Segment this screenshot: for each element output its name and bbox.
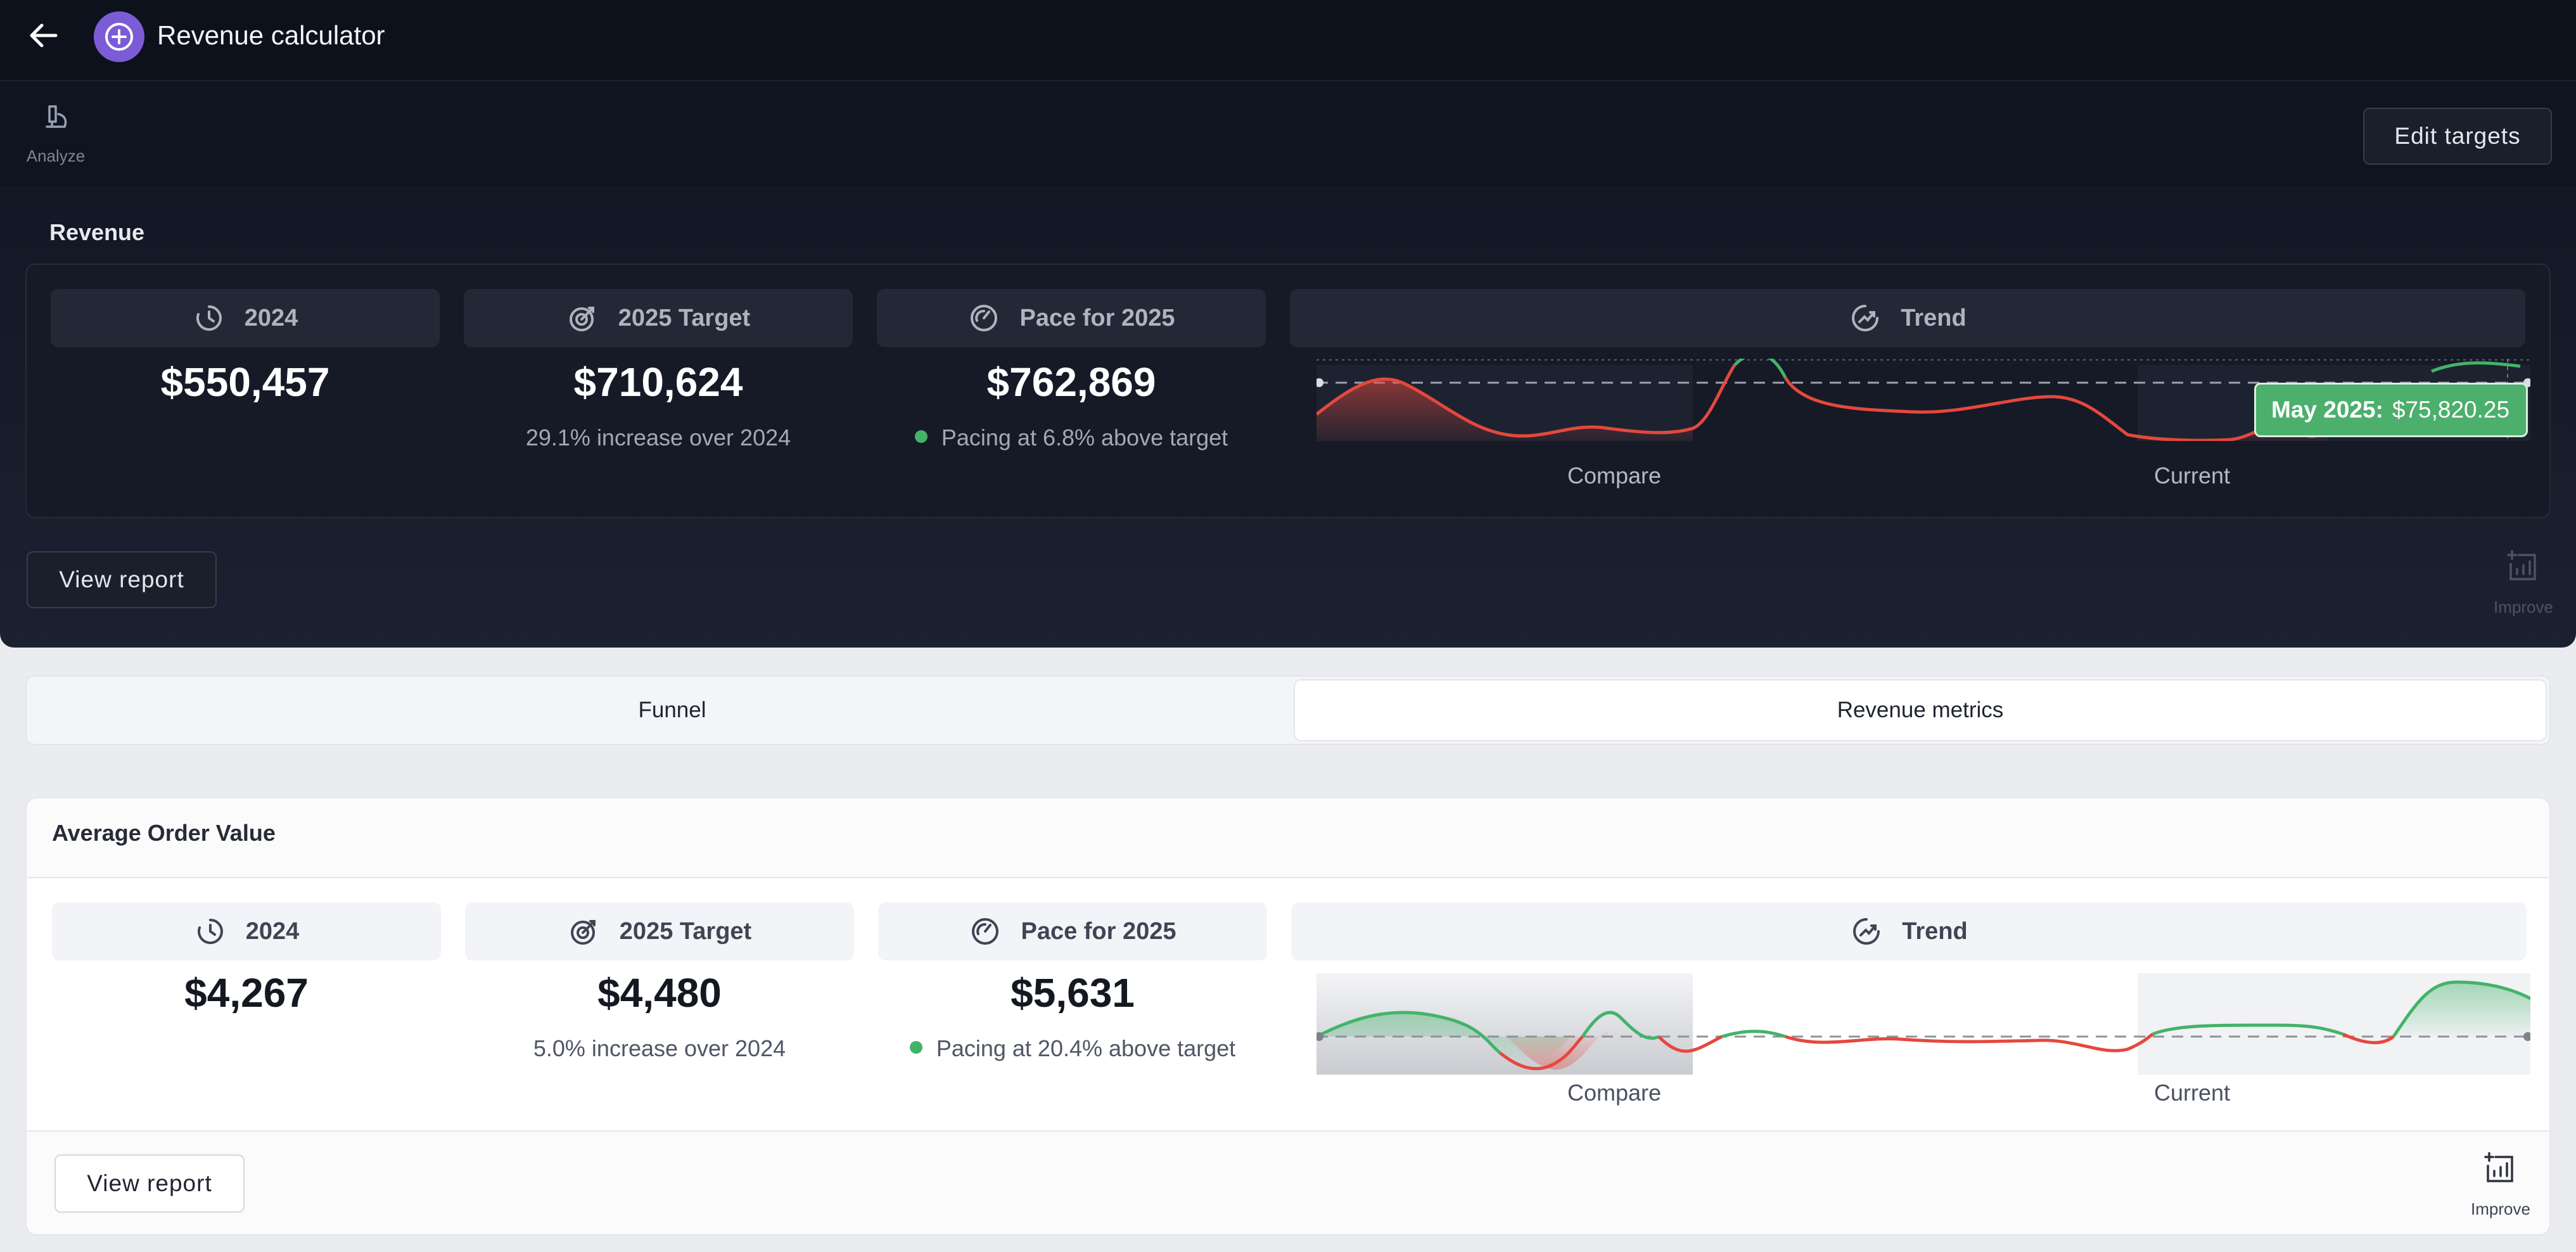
kpi-label: 2024 [245,917,300,945]
view-report-button[interactable]: View report [27,551,217,608]
current-green-area [2394,982,2530,1037]
aov-line-red-2 [1657,1035,1723,1053]
gauge-icon [971,305,998,331]
status-dot [909,1041,922,1054]
clock-icon [196,305,222,331]
tab-funnel[interactable]: Funnel [638,698,706,722]
kpi-label: Pace for 2025 [1019,304,1175,331]
kpi-value-2024: $550,457 [160,359,330,405]
kpi-header-trend: Trend [1291,902,2527,961]
aov-line-green-1 [1317,1011,1502,1054]
tab-revenue-metrics[interactable]: Revenue metrics [1294,679,2547,741]
compare-label: Compare [1567,1080,1662,1106]
target-icon [570,920,596,945]
trend-gauge-icon [1853,918,1880,945]
app-header: Revenue calculator [0,0,2576,81]
aov-section-title: Average Order Value [52,820,276,846]
aov-panel: Average Order Value 2024 $4,267 2025 Tar… [25,797,2551,1236]
trend-gauge-icon [1852,305,1879,331]
aov-kpi-card: 2024 $4,267 2025 Target $4,480 5.0% incr… [27,877,2549,1132]
current-label: Current [2153,463,2231,489]
kpi-sub-pace: Pacing at 6.8% above target [877,425,1266,451]
aov-line-red-3 [1785,1033,2154,1052]
aov-line-green-2 [1581,1011,1660,1040]
compare-label: Compare [1567,463,1662,489]
end-dot [2523,1032,2530,1041]
kpi-label: 2025 Target [619,917,752,945]
revenue-panel: Revenue calculator Analyze Edit targets … [0,0,2576,648]
kpi-sub-target: 5.0% increase over 2024 [533,1035,786,1061]
analyze-label: Analyze [26,146,86,165]
kpi-header-2024: 2024 [51,289,440,347]
kpi-value-pace: $5,631 [1011,970,1135,1016]
kpi-header-pace: Pace for 2025 [877,289,1266,347]
tooltip-month: May 2025: [2271,397,2383,423]
app-logo [94,11,144,62]
kpi-label: 2025 Target [618,304,751,331]
start-dot [1317,378,1323,387]
revenue-line-green [1733,359,1787,379]
chart-plus-icon [2484,1152,2513,1182]
aov-line-red-1 [1499,1035,1584,1071]
chart-tooltip: May 2025: $75,820.25 [2254,383,2528,437]
kpi-header-target: 2025 Target [465,902,854,961]
analyze-button[interactable]: Analyze [23,101,89,166]
microscope-icon [46,105,67,128]
trend-label: Trend [1901,304,1967,331]
page-title: Revenue calculator [157,20,385,50]
compare-area [1317,379,1693,441]
aov-line-green-4 [2152,1023,2343,1036]
kpi-label: 2024 [244,304,298,331]
aov-line-green-5 [2392,980,2530,1038]
plus-circle-icon [105,23,133,51]
kpi-header-pace: Pace for 2025 [878,902,1267,961]
tooltip-value: $75,820.25 [2392,397,2510,423]
toolbar: Analyze Edit targets [0,82,2576,186]
kpi-value-target: $4,480 [597,970,722,1016]
view-report-button[interactable]: View report [54,1154,245,1213]
kpi-sub-target: 29.1% increase over 2024 [525,425,791,450]
back-arrow-icon[interactable] [25,18,61,53]
clock-icon [197,919,223,944]
kpi-header-target: 2025 Target [464,289,853,347]
kpi-value-pace: $762,869 [986,359,1156,405]
edit-targets-button[interactable]: Edit targets [2363,108,2552,165]
current-label: Current [2153,1080,2231,1106]
compare-green-area [1317,1012,1570,1061]
pace-text: Pacing at 20.4% above target [936,1035,1236,1061]
kpi-value-target: $710,624 [573,359,743,405]
section-tabs: Funnel Revenue metrics [25,675,2551,745]
target-icon [569,307,594,331]
improve-label: Improve [2471,1199,2530,1218]
chart-plus-icon [2507,550,2536,580]
revenue-kpi-card: 2024 $550,457 2025 Target $710,624 29.1%… [25,264,2551,518]
kpi-header-2024: 2024 [52,902,441,961]
improve-label: Improve [2494,597,2553,616]
pace-text: Pacing at 6.8% above target [941,425,1228,450]
kpi-header-trend: Trend [1290,289,2525,347]
aov-line-red-4 [2342,1032,2395,1045]
kpi-value-2024: $4,267 [184,970,309,1016]
revenue-section-title: Revenue [49,219,145,245]
gauge-icon [972,918,999,945]
kpi-label: Pace for 2025 [1021,917,1176,945]
compare-red-area [1507,1030,1608,1070]
kpi-sub-pace: Pacing at 20.4% above target [878,1035,1267,1062]
improve-button[interactable]: Improve [2489,549,2558,617]
revenue-line-red [1317,364,1737,438]
improve-button[interactable]: Improve [2466,1151,2535,1219]
aov-line-green-3 [1721,1030,1786,1038]
trend-label: Trend [1902,917,1968,945]
start-dot [1317,1032,1323,1041]
revenue-line-green-2 [2431,361,2521,373]
aov-trend-chart[interactable] [1317,973,2530,1075]
status-dot [914,430,928,444]
